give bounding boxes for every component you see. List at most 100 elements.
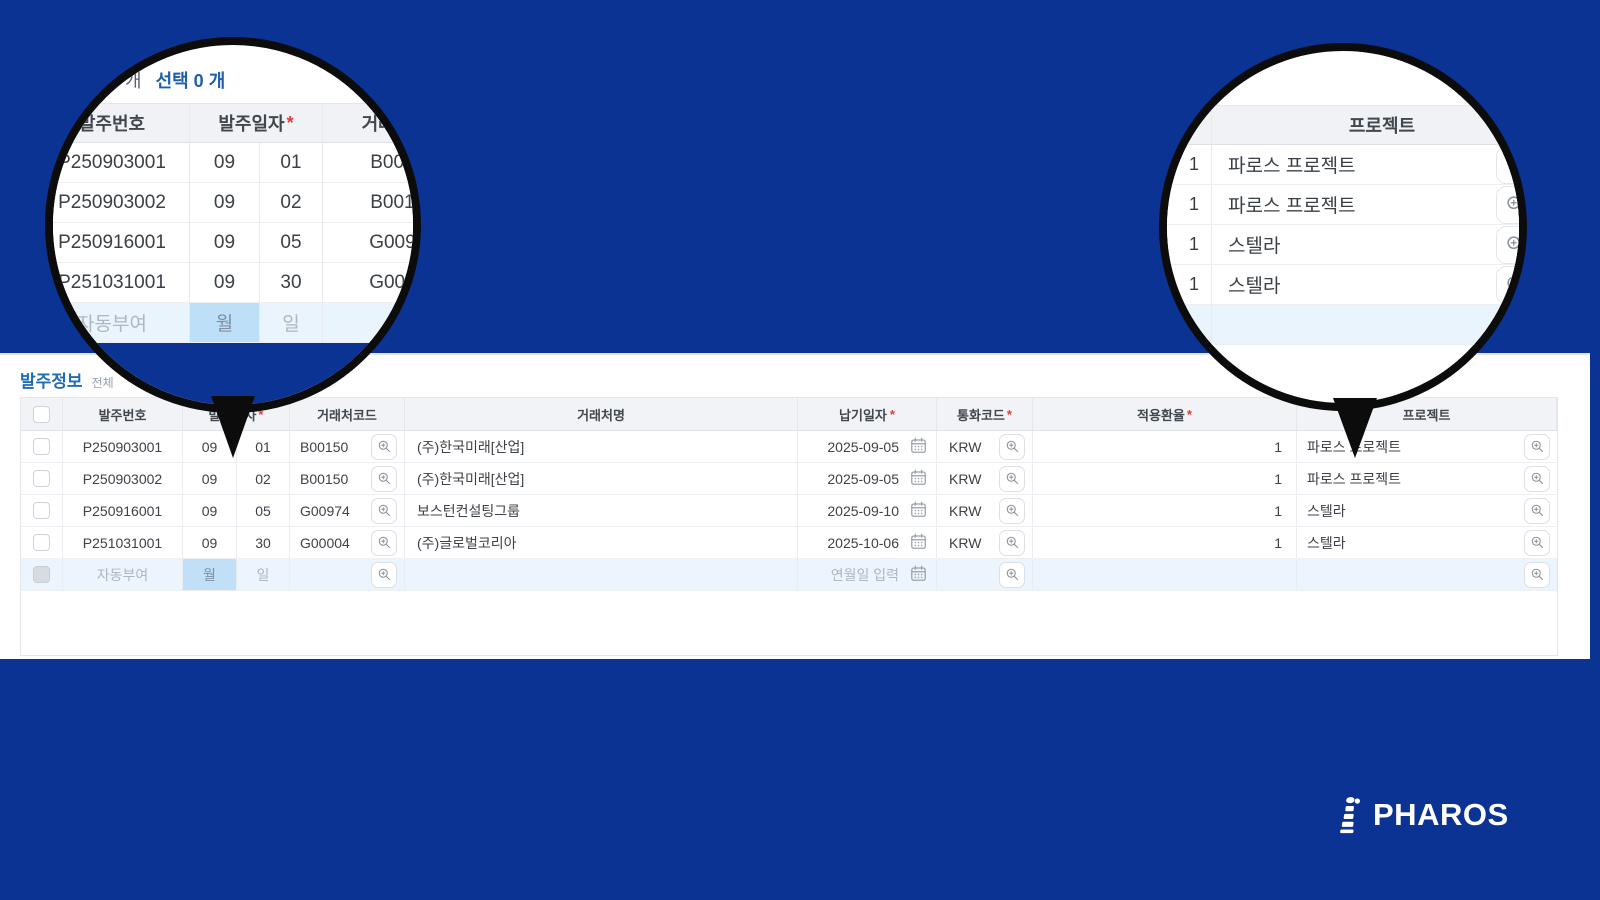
project-search-button[interactable]	[1524, 497, 1550, 524]
vendor-search-button[interactable]	[371, 529, 397, 556]
zoom-vendor-code-empty	[323, 303, 413, 342]
project-cell[interactable]: 파로스 프로젝트	[1297, 463, 1557, 494]
currency-search-button[interactable]	[999, 433, 1025, 460]
vendor-name-input-cell[interactable]	[405, 559, 798, 590]
vendor-search-button[interactable]	[371, 497, 397, 524]
due-date-input-cell[interactable]: 연월일 입력	[798, 559, 937, 590]
currency-search-button[interactable]	[999, 497, 1025, 524]
project-search-button[interactable]	[1524, 529, 1550, 556]
calendar-icon[interactable]	[909, 436, 928, 458]
vendor-code-cell[interactable]: G00974	[290, 495, 405, 526]
currency-cell[interactable]: KRW	[937, 431, 1033, 462]
due-date-value: 2025-10-06	[827, 534, 899, 551]
header-vendor-name: 거래처명	[405, 398, 798, 430]
order-no-cell[interactable]: P250916001	[63, 495, 183, 526]
row-checkbox[interactable]	[33, 470, 50, 487]
order-no-input-cell[interactable]: 자동부여	[63, 559, 183, 590]
select-all-checkbox[interactable]	[33, 405, 50, 423]
row-checkbox[interactable]	[33, 502, 50, 519]
vendor-search-button[interactable]	[371, 561, 397, 588]
zoom-background-band	[53, 343, 413, 405]
currency-cell[interactable]: KRW	[937, 495, 1033, 526]
required-mark: *	[258, 406, 264, 422]
calendar-icon[interactable]	[909, 500, 928, 522]
order-month-cell[interactable]: 09	[183, 527, 237, 558]
search-plus-icon-button	[1496, 185, 1519, 224]
vendor-name-cell[interactable]: 보스턴컨설팅그룹	[405, 495, 798, 526]
search-plus-icon	[1530, 567, 1545, 582]
search-plus-icon	[377, 439, 392, 454]
calendar-icon[interactable]	[909, 564, 928, 586]
project-search-button[interactable]	[1524, 561, 1550, 588]
vendor-name-cell[interactable]: (주)글로벌코리아	[405, 527, 798, 558]
exchange-rate-cell[interactable]: 1	[1033, 463, 1297, 494]
zoom-header-row: 프로젝트	[1167, 105, 1519, 145]
magnifier-bubble-left-tail	[211, 396, 255, 458]
due-date-cell[interactable]: 2025-09-05	[798, 463, 937, 494]
exchange-rate-cell[interactable]: 1	[1033, 495, 1297, 526]
due-date-cell[interactable]: 2025-09-05	[798, 431, 937, 462]
vendor-code-input-cell[interactable]	[290, 559, 405, 590]
due-date-cell[interactable]: 2025-10-06	[798, 527, 937, 558]
vendor-code-value: G00974	[300, 502, 350, 519]
vendor-search-button[interactable]	[371, 465, 397, 492]
zoom-month: 09	[190, 223, 260, 262]
exchange-rate-cell[interactable]: 1	[1033, 431, 1297, 462]
row-checkbox[interactable]	[33, 438, 50, 455]
search-plus-icon	[377, 535, 392, 550]
header-checkbox-cell	[21, 398, 63, 430]
project-cell[interactable]: 스텔라	[1297, 495, 1557, 526]
currency-search-button[interactable]	[999, 561, 1025, 588]
currency-search-button[interactable]	[999, 529, 1025, 556]
order-day-cell[interactable]: 05	[237, 495, 290, 526]
header-vendor-code: 거래처코드	[290, 398, 405, 430]
project-search-button[interactable]	[1524, 465, 1550, 492]
order-no-cell[interactable]: P250903002	[63, 463, 183, 494]
zoom-project-value: 스텔라	[1228, 276, 1281, 297]
project-input-cell[interactable]	[1297, 559, 1557, 590]
project-value: 스텔라	[1307, 534, 1346, 551]
vendor-code-cell[interactable]: G00004	[290, 527, 405, 558]
calendar-icon[interactable]	[909, 468, 928, 490]
vendor-code-cell[interactable]: B00150	[290, 431, 405, 462]
order-no-cell[interactable]: P251031001	[63, 527, 183, 558]
order-no-cell[interactable]: P250903001	[63, 431, 183, 462]
due-date-value: 2025-09-10	[827, 502, 899, 519]
project-cell[interactable]: 파로스 프로젝트	[1297, 431, 1557, 462]
vendor-code-value: B00150	[300, 438, 349, 455]
zoomed-table-right: 프로젝트 1 파로스 프로젝트 1 파로스 프로젝트 1 스텔라 1 스텔라	[1167, 105, 1526, 345]
vendor-name-cell[interactable]: (주)한국미래[산업]	[405, 463, 798, 494]
zoom-rate: 1	[1167, 265, 1212, 304]
zoom-order-no: P251031001	[53, 263, 190, 302]
project-search-button[interactable]	[1524, 433, 1550, 460]
row-checkbox[interactable]	[33, 534, 50, 551]
order-month-input-cell[interactable]: 월	[183, 559, 237, 590]
search-plus-icon-button	[1496, 265, 1526, 304]
exchange-rate-input-cell[interactable]	[1033, 559, 1297, 590]
currency-cell[interactable]: KRW	[937, 463, 1033, 494]
project-cell[interactable]: 스텔라	[1297, 527, 1557, 558]
order-day-cell[interactable]: 30	[237, 527, 290, 558]
zoom-table-row: 1 스텔라	[1167, 225, 1519, 265]
order-day-cell[interactable]: 01	[237, 431, 290, 462]
order-day-input-cell[interactable]: 일	[237, 559, 290, 590]
zoom-table-row: P250903002 09 02 B00150	[53, 183, 413, 223]
exchange-rate-cell[interactable]: 1	[1033, 527, 1297, 558]
currency-input-cell[interactable]	[937, 559, 1033, 590]
row-checkbox-cell	[21, 559, 63, 590]
order-day-cell[interactable]: 02	[237, 463, 290, 494]
vendor-name-cell[interactable]: (주)한국미래[산업]	[405, 431, 798, 462]
due-date-value: 2025-09-05	[827, 470, 899, 487]
zoom-month: 09	[190, 143, 260, 182]
vendor-code-cell[interactable]: B00150	[290, 463, 405, 494]
calendar-icon[interactable]	[909, 532, 928, 554]
due-date-cell[interactable]: 2025-09-10	[798, 495, 937, 526]
zoom-header-project: 프로젝트	[1348, 116, 1416, 136]
zoom-order-no: P250916001	[53, 223, 190, 262]
search-plus-icon	[1505, 274, 1526, 295]
currency-search-button[interactable]	[999, 465, 1025, 492]
order-month-cell[interactable]: 09	[183, 495, 237, 526]
currency-cell[interactable]: KRW	[937, 527, 1033, 558]
vendor-search-button[interactable]	[371, 433, 397, 460]
order-month-cell[interactable]: 09	[183, 463, 237, 494]
